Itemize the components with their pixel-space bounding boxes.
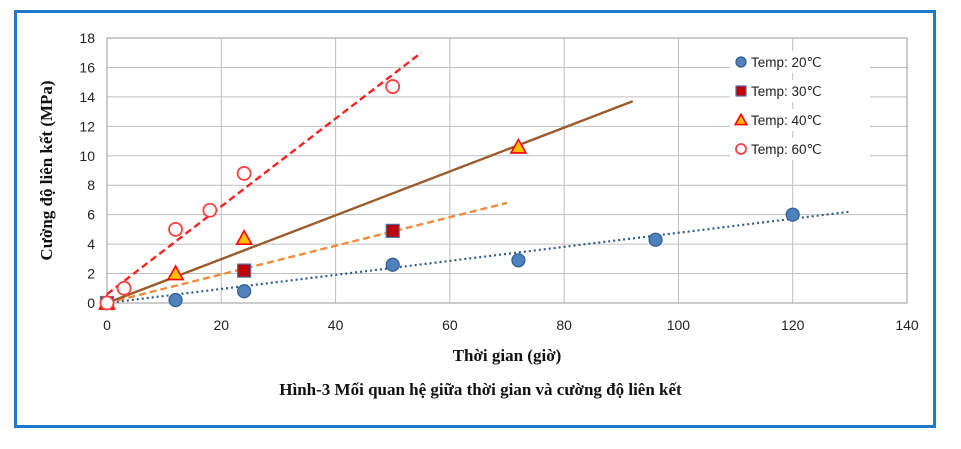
- data-point-series-4: [116, 280, 132, 296]
- x-tick-label: 120: [781, 317, 805, 333]
- data-point-series-1: [785, 207, 800, 222]
- legend-item-bg: [730, 109, 870, 131]
- legend-item: Temp: 30℃: [730, 80, 870, 102]
- data-point-series-4: [236, 166, 252, 181]
- x-tick-label: 100: [667, 317, 691, 333]
- trendline-series-2: [106, 201, 508, 305]
- trendline-series-4: [106, 51, 423, 296]
- y-tick-label: 6: [87, 207, 95, 223]
- data-point-series-1: [168, 292, 183, 308]
- x-tick-label: 140: [895, 317, 919, 333]
- y-axis-label: Cường độ liên kết (MPa): [37, 80, 56, 260]
- legend-item-bg: [730, 138, 870, 160]
- legend-item-bg: [730, 80, 870, 102]
- data-point-series-4: [168, 221, 183, 237]
- figure-caption: Hình-3 Mối quan hệ giữa thời gian và cườ…: [279, 380, 682, 399]
- legend: Temp: 20℃ Temp: 30℃ Temp: 40℃ Temp: 60℃: [730, 51, 870, 160]
- y-tick-label: 0: [87, 295, 95, 311]
- plot-area-border: [106, 37, 908, 304]
- y-tick-label: 18: [79, 30, 95, 46]
- x-tick-label: 0: [103, 317, 111, 333]
- data-point-series-2: [385, 223, 400, 238]
- legend-label: Temp: 30℃: [751, 84, 822, 99]
- x-axis-label: Thời gian (giờ): [453, 346, 562, 365]
- x-tick-label: 80: [556, 317, 572, 333]
- trendlines: [106, 51, 850, 305]
- data-points: [98, 79, 800, 311]
- trendline-series-3: [106, 100, 634, 305]
- x-tick-label: 20: [213, 317, 229, 333]
- data-point-series-1: [511, 253, 526, 268]
- legend-marker: [733, 112, 749, 126]
- data-point-series-3: [235, 229, 253, 246]
- legend-marker: [735, 143, 747, 155]
- x-tick-label: 40: [328, 317, 344, 333]
- data-point-series-1: [385, 257, 400, 272]
- data-point-series-4: [202, 202, 218, 218]
- data-point-series-1: [648, 232, 663, 247]
- y-tick-label: 2: [87, 266, 95, 282]
- legend-item: Temp: 20℃: [730, 51, 870, 73]
- legend-marker: [735, 85, 747, 97]
- data-point-series-1: [237, 284, 252, 299]
- y-tick-label: 12: [79, 118, 95, 134]
- legend-label: Temp: 40℃: [751, 113, 822, 128]
- data-point-series-2: [237, 263, 252, 278]
- y-tick-label: 8: [87, 177, 95, 193]
- data-point-series-3: [509, 137, 528, 154]
- y-tick-label: 14: [79, 89, 95, 105]
- legend-item: Temp: 40℃: [730, 109, 870, 131]
- legend-label: Temp: 60℃: [751, 142, 822, 157]
- y-tick-label: 4: [87, 236, 95, 252]
- legend-item: Temp: 60℃: [730, 138, 870, 160]
- x-tick-label: 60: [442, 317, 458, 333]
- legend-marker: [735, 56, 747, 68]
- y-tick-label: 10: [79, 148, 95, 164]
- data-point-series-4: [385, 79, 401, 94]
- data-point-series-4: [99, 295, 115, 311]
- trendline-series-1: [106, 210, 850, 305]
- grid-lines: [106, 37, 908, 304]
- tick-labels: 0 2 4 6 8 10 12 14 16 18 0 20 40 60 80 100 120 140: [79, 30, 918, 333]
- legend-item-bg: [730, 51, 870, 73]
- legend-label: Temp: 20℃: [751, 55, 822, 70]
- data-point-series-3: [166, 264, 185, 281]
- y-tick-label: 16: [79, 59, 95, 75]
